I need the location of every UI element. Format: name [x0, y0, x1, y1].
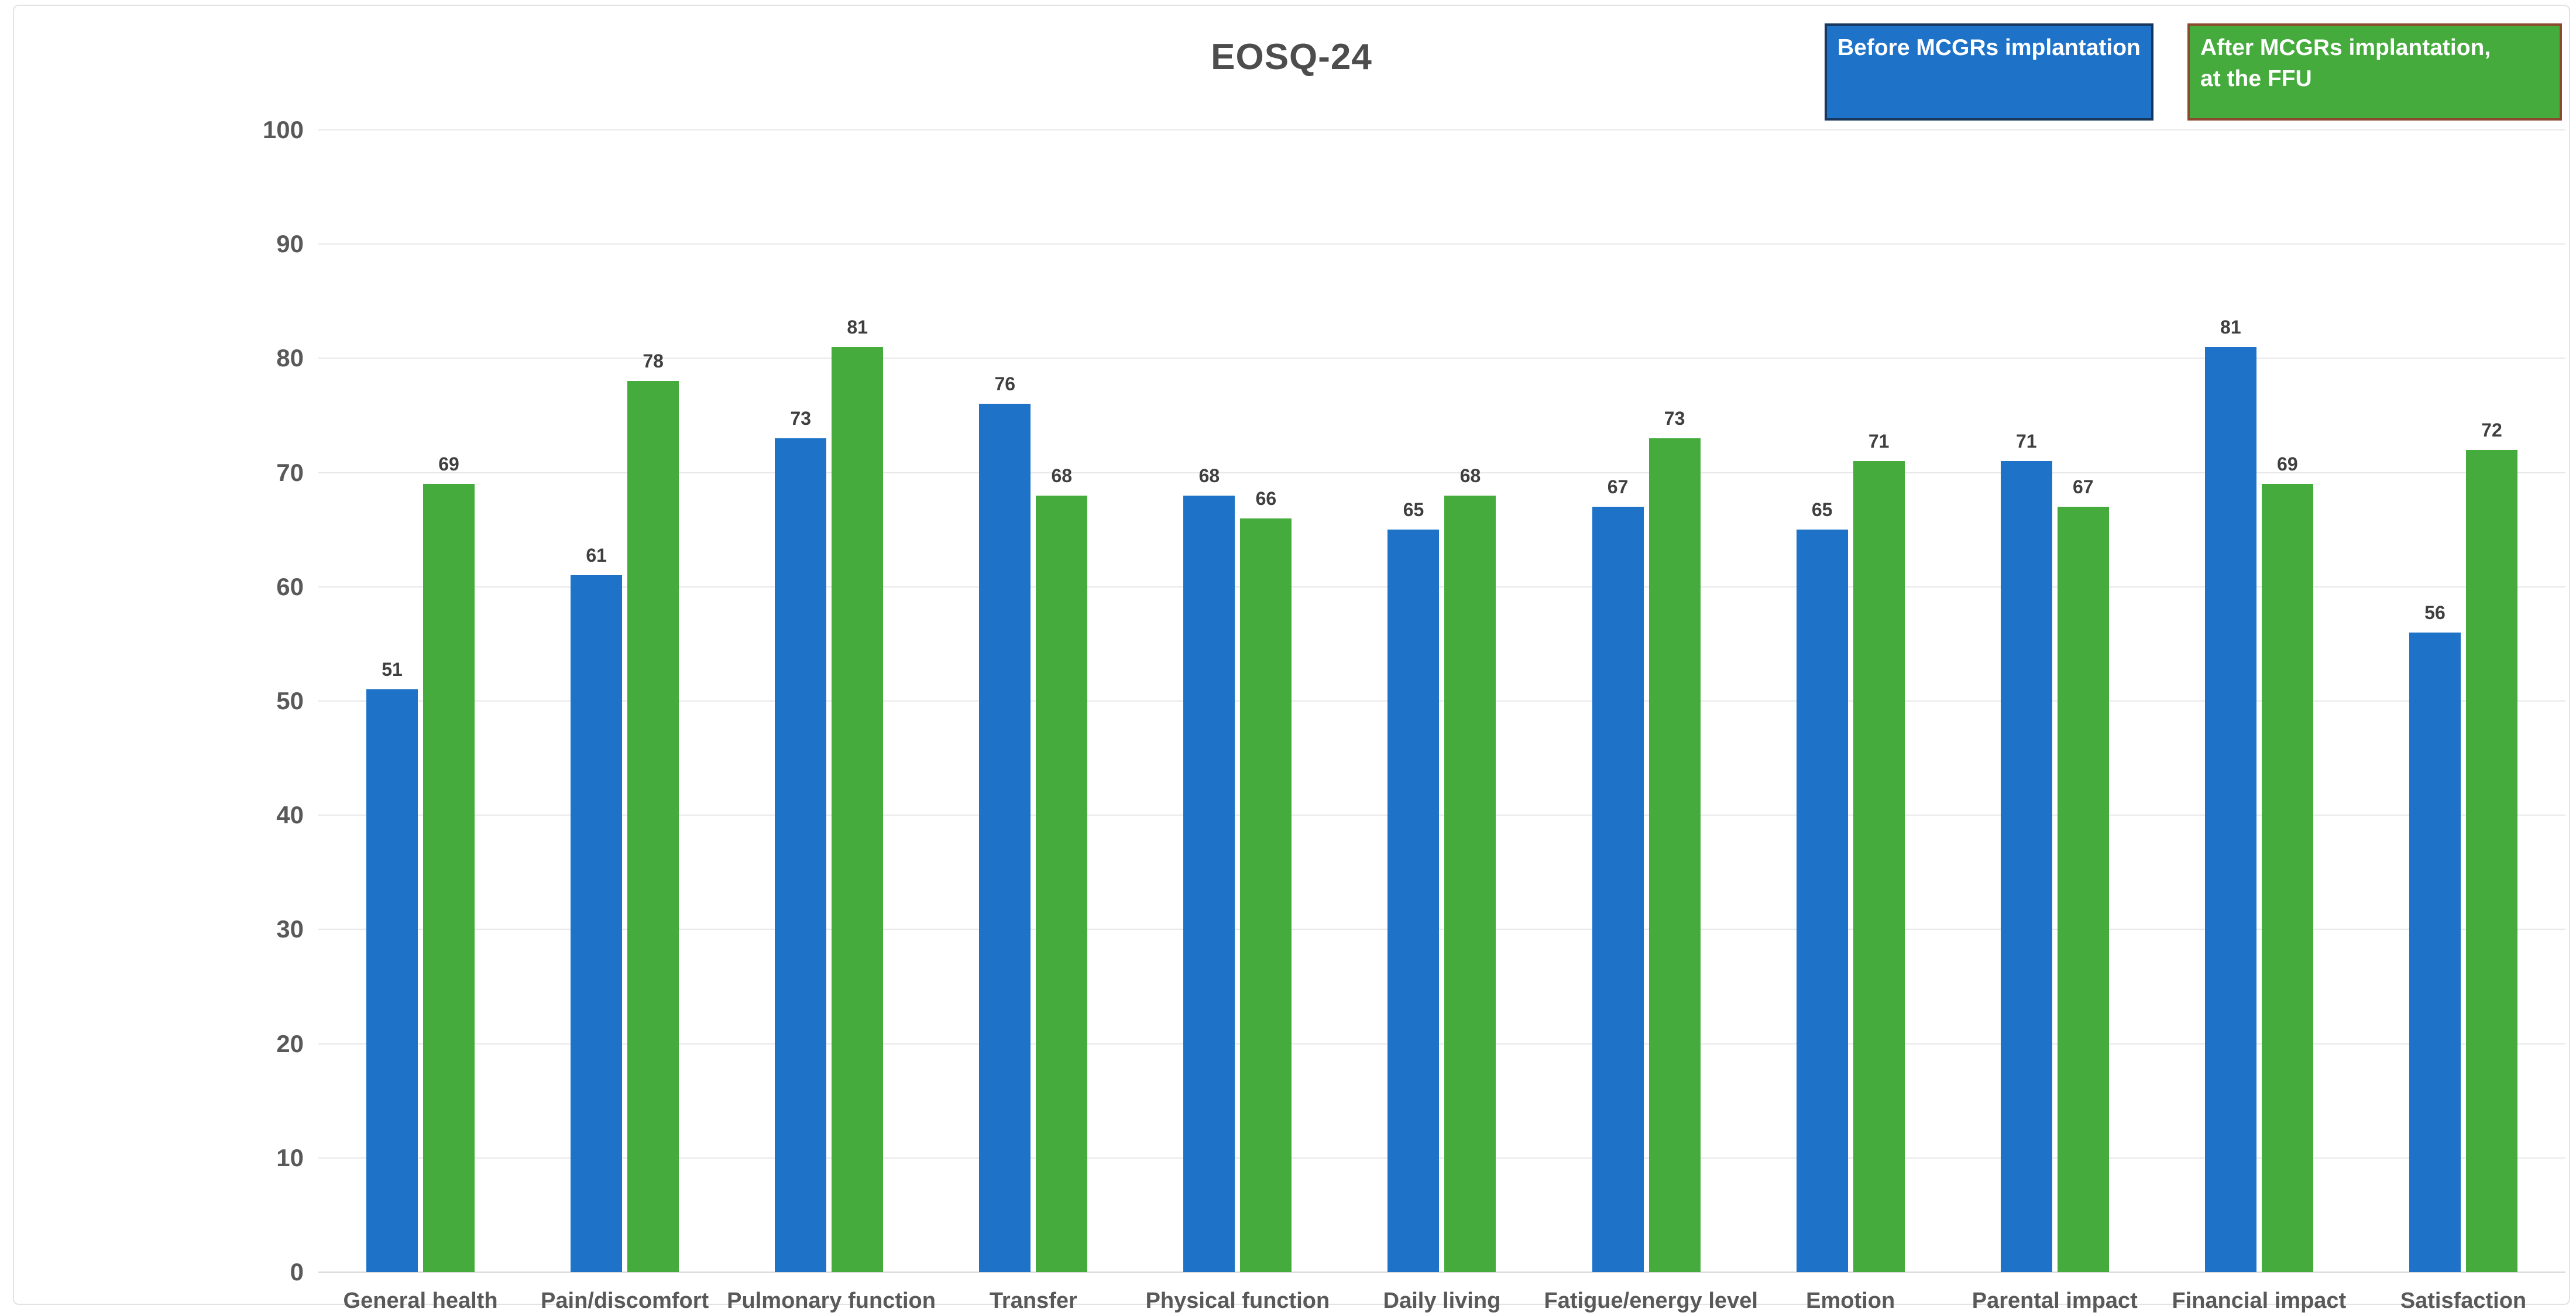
- value-label: 76: [994, 373, 1016, 395]
- x-axis-label-transfer: Transfer: [989, 1288, 1077, 1313]
- legend-label-before: Before MCGRs implantation: [1837, 35, 2141, 60]
- bar-group-financial-impact: 81 69: [2157, 130, 2361, 1272]
- value-label: 65: [1811, 499, 1833, 521]
- gridline-y-0: [318, 1272, 2565, 1273]
- bar-after-emotion: 71: [1853, 431, 1905, 1272]
- gridline-y-10: [318, 1157, 2565, 1159]
- y-axis-tick-80: 80: [276, 344, 304, 372]
- value-label: 67: [2072, 476, 2094, 498]
- value-label: 66: [1255, 487, 1277, 509]
- value-label: 71: [2015, 431, 2037, 452]
- legend-label-after-line1: After MCGRs implantation,: [2200, 35, 2491, 60]
- bar-group-satisfaction: 56 72: [2361, 130, 2565, 1272]
- value-label: 71: [1868, 431, 1890, 452]
- gridline-y-50: [318, 700, 2565, 702]
- bar-after-fatigue-energy-level: 73: [1648, 408, 1701, 1272]
- value-label: 73: [1664, 408, 1685, 429]
- bar-group-fatigue-energy-level: 67 73: [1544, 130, 1749, 1272]
- bar-after-pulmonary-function: 81: [832, 317, 884, 1272]
- bar-before-financial-impact: 81: [2204, 317, 2256, 1272]
- bar-before-general-health: 51: [366, 659, 418, 1272]
- gridline-y-70: [318, 472, 2565, 473]
- x-axis-label-satisfaction: Satisfaction: [2400, 1288, 2527, 1313]
- y-axis-tick-0: 0: [290, 1258, 304, 1286]
- bar-group-parental-impact: 71 67: [1953, 130, 2157, 1272]
- value-label: 65: [1403, 499, 1424, 521]
- bar-before-parental-impact: 71: [2000, 431, 2052, 1272]
- x-axis-label-parental-impact: Parental impact: [1972, 1288, 2138, 1313]
- value-label: 72: [2481, 419, 2502, 441]
- bar-group-pulmonary-function: 73 81: [727, 130, 931, 1272]
- y-axis-tick-20: 20: [276, 1029, 304, 1057]
- value-label: 68: [1198, 465, 1220, 486]
- x-axis-label-daily-living: Daily living: [1383, 1288, 1501, 1313]
- gridline-y-60: [318, 586, 2565, 587]
- bar-after-physical-function: 66: [1240, 488, 1292, 1272]
- value-label: 56: [2424, 602, 2446, 623]
- bar-before-pain-discomfort: 61: [571, 545, 623, 1272]
- bar-before-emotion: 65: [1796, 499, 1848, 1272]
- chart-card: EOSQ-24 Before MCGRs implantation After …: [13, 5, 2570, 1313]
- bar-after-general-health: 69: [423, 453, 475, 1272]
- value-label: 81: [2220, 316, 2241, 338]
- x-axis-label-physical-function: Physical function: [1145, 1288, 1330, 1313]
- value-label: 61: [586, 545, 607, 566]
- x-axis-label-fatigue-energy-level: Fatigue/energy level: [1544, 1288, 1758, 1313]
- y-axis-tick-50: 50: [276, 687, 304, 714]
- value-label: 78: [643, 351, 664, 372]
- bar-group-daily-living: 65 68: [1339, 130, 1544, 1272]
- legend-item-before-mcgr: Before MCGRs implantation: [1825, 23, 2153, 121]
- value-label: 73: [790, 408, 811, 429]
- bar-before-physical-function: 68: [1183, 465, 1235, 1272]
- bar-after-parental-impact: 67: [2057, 476, 2109, 1272]
- value-label: 81: [847, 316, 868, 338]
- x-axis-label-general-health: General health: [343, 1288, 498, 1313]
- x-axis-label-emotion: Emotion: [1806, 1288, 1895, 1313]
- value-label: 69: [438, 453, 459, 475]
- y-axis-tick-60: 60: [276, 572, 304, 600]
- bar-group-pain-discomfort: 61 78: [523, 130, 727, 1272]
- bar-after-transfer: 68: [1036, 465, 1088, 1272]
- bar-after-satisfaction: 72: [2465, 420, 2517, 1272]
- y-axis-tick-90: 90: [276, 230, 304, 258]
- plot-area: 0 10 20 30 40 50 60 70 80 90 100 51 69 General health…: [263, 118, 2565, 1313]
- bar-after-pain-discomfort: 78: [627, 351, 679, 1272]
- value-label: 68: [1051, 465, 1073, 486]
- x-axis-label-pulmonary-function: Pulmonary function: [727, 1288, 936, 1313]
- bar-group-physical-function: 68 66: [1135, 130, 1339, 1272]
- gridline-y-90: [318, 243, 2565, 245]
- value-label: 69: [2277, 453, 2298, 475]
- value-label: 67: [1607, 476, 1629, 498]
- gridline-y-40: [318, 815, 2565, 816]
- y-axis-tick-40: 40: [276, 801, 304, 829]
- bar-before-fatigue-energy-level: 67: [1592, 476, 1644, 1272]
- gridline-y-20: [318, 1043, 2565, 1044]
- legend-label-after-line2: at the FFU: [2200, 66, 2312, 91]
- value-label: 51: [382, 659, 403, 681]
- gridline-y-30: [318, 929, 2565, 930]
- y-axis-tick-100: 100: [262, 116, 304, 143]
- bar-before-daily-living: 65: [1387, 499, 1440, 1272]
- legend-item-after-mcgr: After MCGRs implantation, at the FFU: [2187, 23, 2562, 121]
- bar-group-transfer: 76 68: [931, 130, 1135, 1272]
- y-axis-tick-10: 10: [276, 1143, 304, 1171]
- bar-after-financial-impact: 69: [2261, 453, 2313, 1272]
- y-axis-tick-70: 70: [276, 458, 304, 486]
- x-axis-label-pain-discomfort: Pain/discomfort: [541, 1288, 709, 1313]
- bar-before-pulmonary-function: 73: [775, 408, 827, 1272]
- chart-title: EOSQ-24: [1211, 37, 1372, 77]
- bar-before-transfer: 76: [979, 373, 1031, 1272]
- gridline-y-80: [318, 358, 2565, 359]
- bar-group-emotion: 65 71: [1749, 130, 1953, 1272]
- bar-after-daily-living: 68: [1444, 465, 1496, 1272]
- value-label: 68: [1459, 465, 1481, 486]
- bar-before-satisfaction: 56: [2409, 602, 2461, 1272]
- y-axis-tick-30: 30: [276, 915, 304, 943]
- bar-group-general-health: 51 69: [318, 130, 523, 1272]
- x-axis-label-financial-impact: Financial impact: [2172, 1288, 2347, 1313]
- gridline-y-100: [318, 129, 2565, 130]
